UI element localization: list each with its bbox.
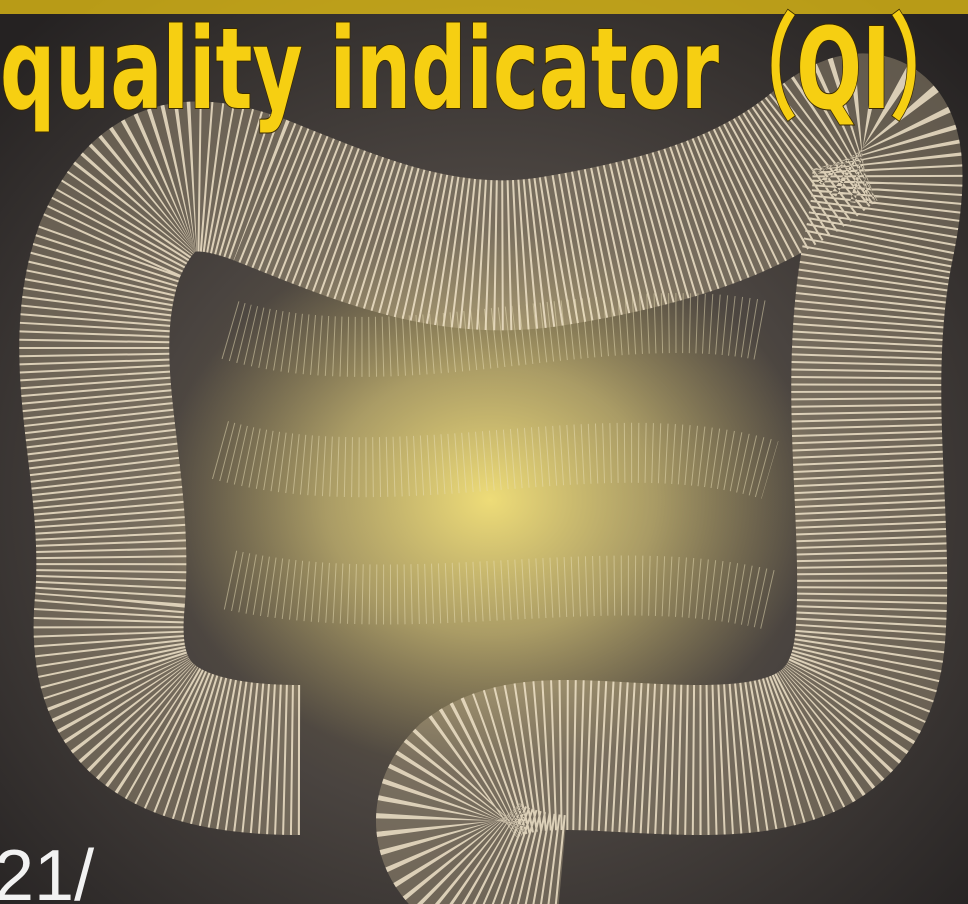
corner-text: 21/ bbox=[0, 836, 94, 904]
title: quality indicator（QI） bbox=[0, 5, 968, 135]
page: quality indicator（QI） 21/ (() => { const… bbox=[0, 0, 968, 904]
screenshot: quality indicator（QI） 21/ bbox=[0, 0, 968, 904]
